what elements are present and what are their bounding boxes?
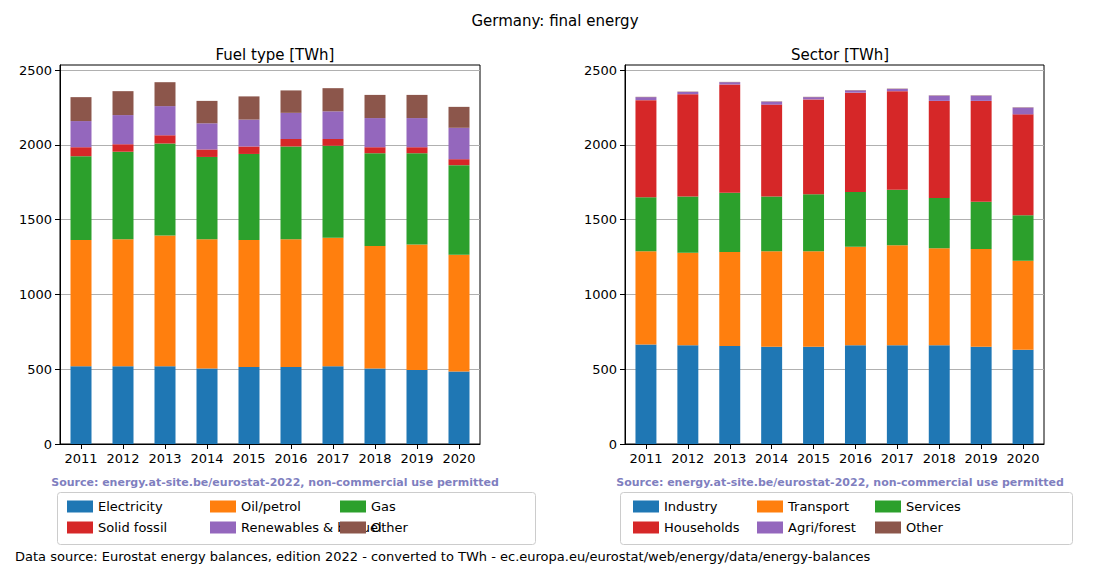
svg-text:1000: 1000 (584, 287, 617, 302)
svg-text:1500: 1500 (19, 212, 52, 227)
svg-text:2016: 2016 (839, 451, 872, 466)
svg-text:2019: 2019 (400, 451, 433, 466)
svg-text:Source: energy.at-site.be/euro: Source: energy.at-site.be/eurostat-2022,… (51, 476, 499, 489)
svg-text:2012: 2012 (671, 451, 704, 466)
svg-text:Source: energy.at-site.be/euro: Source: energy.at-site.be/eurostat-2022,… (616, 476, 1064, 489)
svg-text:Other: Other (906, 520, 944, 535)
svg-text:Renewables & biofuel: Renewables & biofuel (241, 520, 382, 535)
svg-text:2012: 2012 (106, 451, 139, 466)
svg-text:Agri/forest: Agri/forest (788, 520, 856, 535)
svg-text:2016: 2016 (274, 451, 307, 466)
svg-text:2017: 2017 (316, 451, 349, 466)
svg-text:1500: 1500 (584, 212, 617, 227)
svg-text:2014: 2014 (190, 451, 223, 466)
svg-text:Services: Services (906, 499, 961, 514)
svg-text:1000: 1000 (19, 287, 52, 302)
svg-text:2014: 2014 (755, 451, 788, 466)
svg-text:Fuel type [TWh]: Fuel type [TWh] (216, 46, 335, 64)
svg-text:Sector [TWh]: Sector [TWh] (791, 46, 889, 64)
svg-text:2013: 2013 (713, 451, 746, 466)
svg-text:2020: 2020 (1007, 451, 1040, 466)
svg-text:Solid fossil: Solid fossil (98, 520, 167, 535)
svg-text:0: 0 (44, 437, 52, 452)
svg-text:2018: 2018 (923, 451, 956, 466)
svg-text:0: 0 (609, 437, 617, 452)
svg-text:Oil/petrol: Oil/petrol (241, 499, 301, 514)
svg-text:2011: 2011 (64, 451, 97, 466)
svg-text:500: 500 (27, 362, 52, 377)
svg-text:2000: 2000 (19, 137, 52, 152)
svg-text:Other: Other (371, 520, 409, 535)
svg-text:Transport: Transport (787, 499, 849, 514)
svg-text:2015: 2015 (797, 451, 830, 466)
svg-text:Gas: Gas (371, 499, 396, 514)
svg-text:2019: 2019 (965, 451, 998, 466)
svg-text:Data source: Eurostat energy b: Data source: Eurostat energy balances, e… (15, 549, 871, 564)
svg-text:2013: 2013 (148, 451, 181, 466)
svg-text:2020: 2020 (442, 451, 475, 466)
svg-text:2017: 2017 (881, 451, 914, 466)
svg-text:Electricity: Electricity (98, 499, 163, 514)
svg-text:Industry: Industry (664, 499, 718, 514)
svg-text:2500: 2500 (19, 63, 52, 78)
svg-text:2011: 2011 (629, 451, 662, 466)
svg-text:Households: Households (664, 520, 740, 535)
svg-text:2500: 2500 (584, 63, 617, 78)
svg-text:2000: 2000 (584, 137, 617, 152)
svg-text:2015: 2015 (232, 451, 265, 466)
svg-text:Germany: final energy: Germany: final energy (471, 12, 638, 30)
svg-text:500: 500 (592, 362, 617, 377)
svg-text:2018: 2018 (358, 451, 391, 466)
